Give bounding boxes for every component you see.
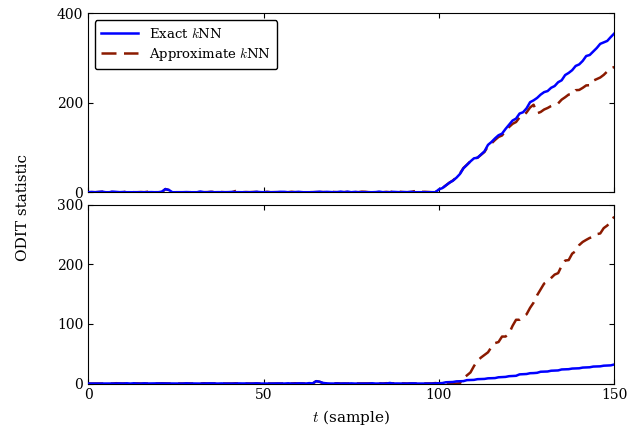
Exact $k$NN [600, 40, 607, 45]
X-axis label: $t$ (sample): $t$ (sample) [312, 408, 390, 427]
Exact $k$NN [610, 31, 618, 36]
Exact $k$NN [270, 190, 278, 195]
Exact $k$NN [418, 190, 425, 195]
Approximate $k$NN [270, 190, 278, 195]
Legend: Exact $k$NN, Approximate $k$NN: Exact $k$NN, Approximate $k$NN [94, 20, 277, 70]
Approximate $k$NN [600, 72, 607, 78]
Exact $k$NN [84, 190, 92, 195]
Approximate $k$NN [340, 190, 348, 195]
Exact $k$NN [340, 190, 348, 195]
Line: Exact $k$NN: Exact $k$NN [88, 33, 614, 192]
Approximate $k$NN [418, 189, 425, 194]
Approximate $k$NN [452, 175, 460, 180]
Exact $k$NN [452, 175, 460, 180]
Approximate $k$NN [404, 190, 411, 195]
Exact $k$NN [404, 190, 411, 195]
Approximate $k$NN [84, 190, 92, 195]
Approximate $k$NN [610, 64, 618, 70]
Line: Approximate $k$NN: Approximate $k$NN [88, 67, 614, 192]
Text: ODIT statistic: ODIT statistic [16, 154, 30, 261]
